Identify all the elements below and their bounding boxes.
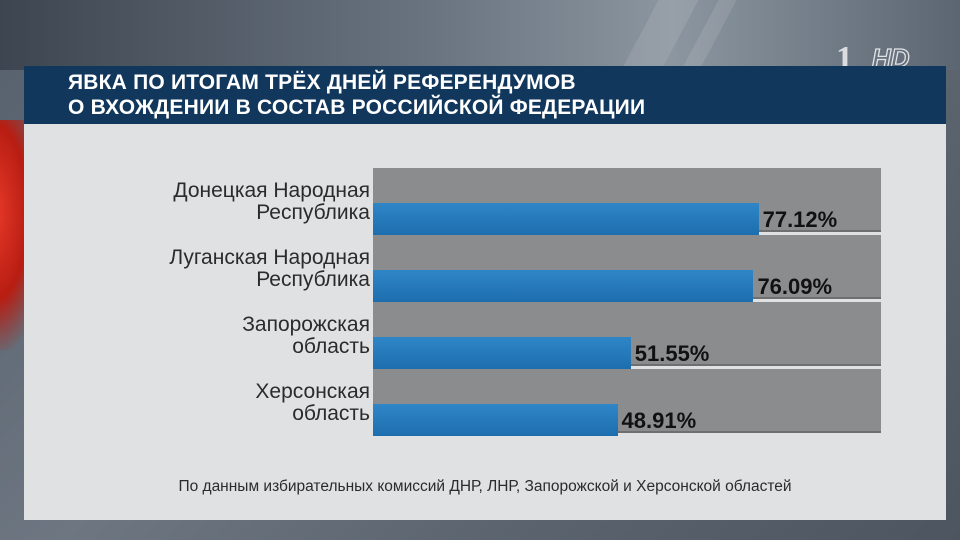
category-label-line: Донецкая Народная xyxy=(173,179,370,202)
title-bar xyxy=(24,66,946,124)
category-label-line: Запорожская xyxy=(242,313,370,336)
category-label: Луганская Народная Республика xyxy=(60,247,370,291)
category-label-line: область xyxy=(292,402,370,425)
value-label: 76.09% xyxy=(757,274,833,299)
category-label-line: Республика xyxy=(256,201,370,224)
value-label: 48.91% xyxy=(621,408,697,433)
value-label: 77.12% xyxy=(762,207,838,232)
category-label: Донецкая Народная Республика xyxy=(60,180,370,224)
category-label: Херсонская область xyxy=(60,381,370,425)
category-label-line: область xyxy=(292,335,370,358)
category-label-line: Луганская Народная xyxy=(169,246,370,269)
data-bar xyxy=(373,203,759,235)
category-label-line: Херсонская xyxy=(255,380,370,403)
data-bar xyxy=(373,270,754,302)
data-bar xyxy=(373,337,631,369)
value-label: 51.55% xyxy=(634,341,710,366)
chart-title: ЯВКА ПО ИТОГАМ ТРЁХ ДНЕЙ РЕФЕРЕНДУМОВ О … xyxy=(68,70,868,120)
category-label-line: Республика xyxy=(256,268,370,291)
background-top-band xyxy=(0,0,960,70)
category-label: Запорожская область xyxy=(60,314,370,358)
title-line-2: О ВХОЖДЕНИИ В СОСТАВ РОССИЙСКОЙ ФЕДЕРАЦИ… xyxy=(68,96,646,119)
title-line-1: ЯВКА ПО ИТОГАМ ТРЁХ ДНЕЙ РЕФЕРЕНДУМОВ xyxy=(68,71,576,94)
source-note: По данным избирательных комиссий ДНР, ЛН… xyxy=(178,478,792,495)
data-bar xyxy=(373,404,618,436)
